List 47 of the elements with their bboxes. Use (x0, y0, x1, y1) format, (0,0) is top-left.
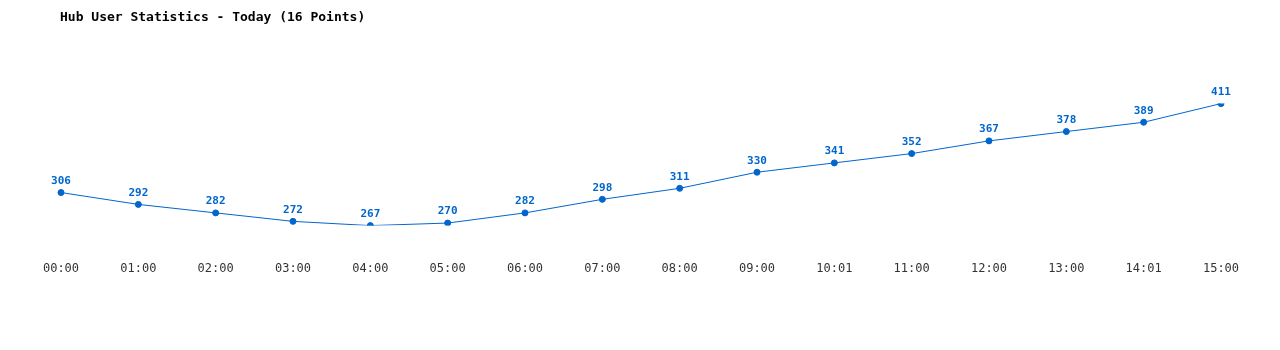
data-label: 330 (747, 153, 767, 167)
data-label: 282 (205, 194, 226, 208)
point (753, 168, 761, 176)
data-label: 306 (51, 173, 72, 187)
x-tick-label: 05:00 (429, 260, 466, 275)
x-tick-label: 08:00 (661, 260, 698, 275)
data-label: 389 (1133, 103, 1154, 117)
x-tick-label: 04:00 (352, 260, 389, 275)
x-tick-label: 14:01 (1125, 260, 1162, 275)
x-tick-label: 07:00 (584, 260, 621, 275)
point (985, 137, 993, 145)
x-tick-label: 06:00 (506, 260, 544, 275)
point (830, 159, 838, 167)
data-label: 311 (669, 169, 690, 183)
x-tick-label: 03:00 (274, 260, 312, 275)
data-label: 272 (283, 202, 303, 216)
data-label: 298 (592, 180, 613, 194)
x-tick-label: 15:00 (1202, 260, 1240, 275)
point (598, 195, 606, 203)
x-tick-label: 10:01 (816, 260, 853, 275)
point (212, 209, 220, 217)
x-tick-label: 01:00 (120, 260, 157, 275)
x-tick-label: 13:00 (1048, 260, 1085, 275)
data-label: 341 (824, 144, 845, 158)
x-tick-label: 00:00 (42, 260, 80, 275)
x-tick-label: 12:00 (970, 260, 1008, 275)
x-tick-label: 11:00 (893, 260, 930, 275)
data-label: 270 (437, 204, 458, 218)
data-label: 367 (979, 122, 999, 136)
point (289, 217, 297, 225)
chart-title: Hub User Statistics - Today (16 Points) (60, 9, 366, 25)
x-tick-label: 09:00 (738, 260, 776, 275)
point (521, 209, 529, 217)
point (908, 150, 916, 158)
data-label: 282 (515, 194, 535, 208)
point (1140, 118, 1148, 126)
point (444, 219, 452, 226)
data-label: 267 (360, 206, 381, 220)
data-label: 411 (1211, 84, 1232, 98)
data-label: 378 (1056, 112, 1077, 126)
point (1062, 128, 1070, 136)
data-label: 292 (128, 185, 149, 199)
point (134, 200, 142, 208)
data-label: 352 (901, 134, 922, 148)
point (57, 189, 65, 197)
point (676, 184, 684, 192)
x-tick-label: 02:00 (197, 260, 234, 275)
